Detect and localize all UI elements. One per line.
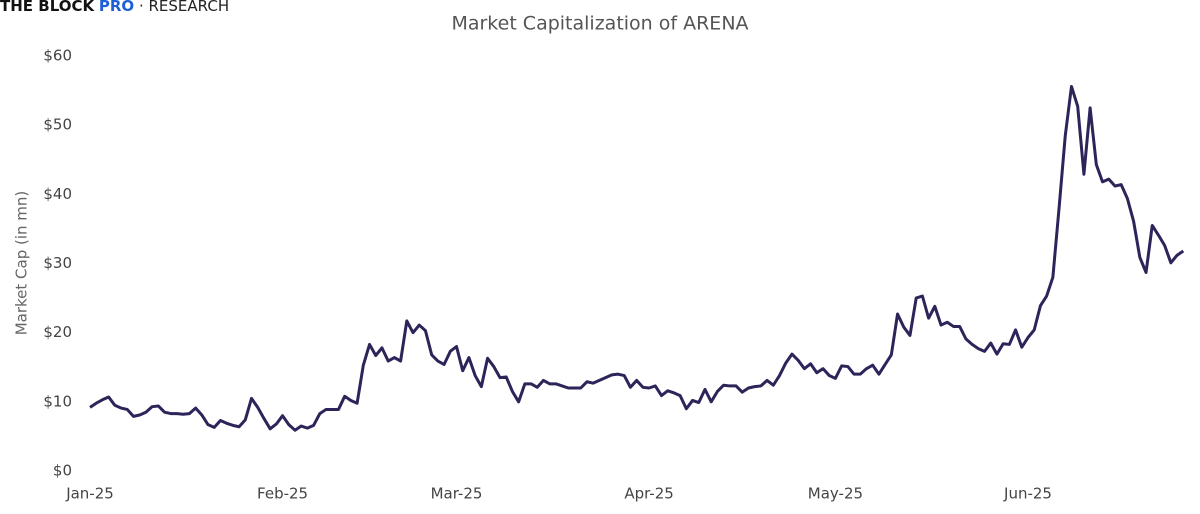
x-tick-label: Mar-25: [431, 485, 483, 503]
y-tick-label: $30: [43, 254, 72, 272]
y-tick-label: $20: [43, 323, 72, 341]
chart-title: Market Capitalization of ARENA: [451, 13, 748, 35]
brand-section: · RESEARCH: [139, 0, 229, 15]
y-tick-label: $10: [43, 392, 72, 410]
x-tick-label: Jun-25: [1003, 485, 1052, 503]
y-tick-label: $40: [43, 185, 72, 203]
x-tick-label: Feb-25: [257, 485, 308, 503]
y-tick-label: $50: [43, 116, 72, 134]
brand-name: THE BLOCK: [0, 0, 95, 15]
x-tick-label: Jan-25: [65, 485, 114, 503]
x-tick-label: May-25: [808, 485, 863, 503]
y-tick-label: $60: [43, 47, 72, 65]
x-tick-label: Apr-25: [624, 485, 674, 503]
line: [89, 84, 1185, 432]
brand-tier: PRO: [99, 0, 134, 15]
brand: THE BLOCK PRO · RESEARCH: [0, 0, 229, 15]
y-tick-label: $0: [53, 462, 72, 480]
y-axis-label: Market Cap (in mn): [13, 191, 31, 336]
